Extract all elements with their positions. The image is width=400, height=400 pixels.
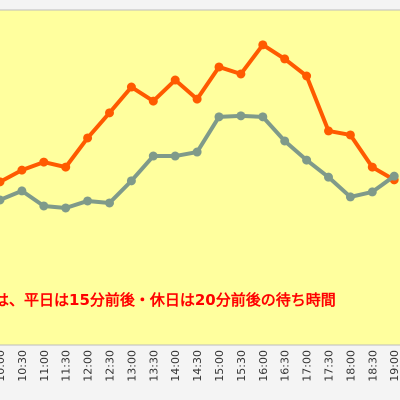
x-tick-label: 18:30 xyxy=(366,350,379,382)
series-marker xyxy=(61,162,71,172)
series-marker xyxy=(170,151,180,161)
x-tick-label: 18:00 xyxy=(344,350,357,382)
series-marker xyxy=(61,203,71,213)
annotation: は、平日は15分前後・休日は20分前後の待ち時間 xyxy=(0,291,336,309)
series-marker xyxy=(324,172,333,182)
series-marker xyxy=(324,126,333,136)
series-marker xyxy=(17,186,27,196)
series-marker xyxy=(280,136,290,146)
series-marker xyxy=(345,130,355,140)
x-tick-label: 13:00 xyxy=(125,350,138,382)
x-tick-label: 15:00 xyxy=(213,350,226,382)
x-tick-label: 12:30 xyxy=(104,350,117,382)
series-marker xyxy=(258,112,268,122)
series-marker xyxy=(214,112,224,122)
series-marker xyxy=(345,192,355,202)
series-marker xyxy=(105,108,114,118)
series-marker xyxy=(214,62,224,72)
series-marker xyxy=(302,71,312,81)
x-tick-label: 16:00 xyxy=(257,350,270,382)
series-marker xyxy=(258,40,268,50)
series-marker xyxy=(148,151,158,161)
series-marker xyxy=(39,201,49,211)
series-marker xyxy=(302,155,312,165)
x-tick-label: 19:00 xyxy=(388,350,400,382)
series-marker xyxy=(0,195,5,205)
series-marker xyxy=(280,54,290,64)
x-tick-label: 14:00 xyxy=(169,350,182,382)
x-tick-label: 13:30 xyxy=(147,350,160,382)
series-marker xyxy=(105,198,114,208)
series-marker xyxy=(83,196,93,206)
series-marker xyxy=(0,177,5,187)
x-tick-label: 11:30 xyxy=(60,350,73,382)
plot-area xyxy=(0,9,400,346)
x-tick-label: 10:00 xyxy=(0,350,7,382)
series-marker xyxy=(17,165,27,175)
series-marker xyxy=(389,171,399,181)
series-marker xyxy=(126,82,136,92)
x-tick-label: 17:00 xyxy=(301,350,314,382)
x-tick-label: 14:30 xyxy=(191,350,204,382)
series-marker xyxy=(148,96,158,106)
series-marker xyxy=(236,111,246,121)
x-tick-label: 12:00 xyxy=(82,350,95,382)
series-marker xyxy=(192,94,202,104)
x-tick-label: 15:30 xyxy=(235,350,248,382)
series-marker xyxy=(83,133,93,143)
series-marker xyxy=(236,69,246,79)
x-tick-label: 16:30 xyxy=(279,350,292,382)
series-marker xyxy=(192,147,202,157)
x-tick-label: 11:00 xyxy=(38,350,51,382)
series-marker xyxy=(126,176,136,186)
series-marker xyxy=(367,162,377,172)
x-tick-label: 10:30 xyxy=(16,350,29,382)
series-marker xyxy=(367,187,377,197)
series-marker xyxy=(170,75,180,85)
series-marker xyxy=(39,157,49,167)
x-tick-label: 17:30 xyxy=(323,350,336,382)
